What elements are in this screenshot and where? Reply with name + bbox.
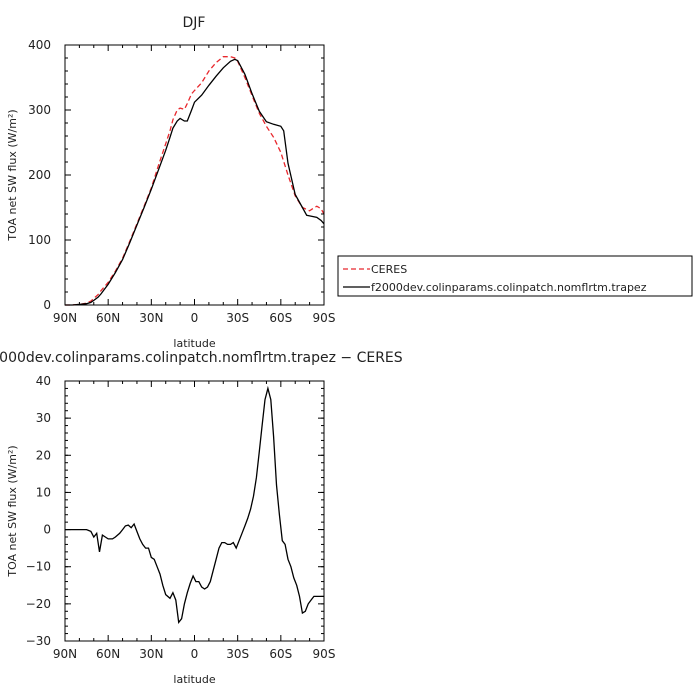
x-tick-label: 60N — [96, 647, 120, 661]
x-tick-label: 0 — [191, 311, 199, 325]
bottom-panel: f2000dev.colinparams.colinpatch.nomflrtm… — [0, 350, 403, 686]
bottom-panel-series — [65, 385, 324, 625]
x-tick-label: 90S — [313, 311, 336, 325]
series-line-1 — [65, 58, 325, 306]
y-tick-label: 0 — [43, 523, 51, 537]
legend-box — [337, 255, 693, 297]
bottom-panel-ticks: 90N 60N 30N 0 30S 60S 90S −30 −20 −10 0 10 20 30 40 — [26, 374, 336, 661]
series-line-0 — [65, 56, 325, 306]
x-tick-label: 60S — [269, 311, 292, 325]
y-tick-label: −20 — [26, 597, 51, 611]
y-tick-label: 40 — [36, 374, 51, 388]
y-tick-label: 30 — [36, 411, 51, 425]
top-panel-series — [65, 56, 325, 306]
top-panel-xlabel: latitude — [173, 337, 215, 350]
y-tick-label: 10 — [36, 485, 51, 499]
bottom-panel-title: f2000dev.colinparams.colinpatch.nomflrtm… — [0, 350, 403, 366]
y-tick-label: 100 — [28, 233, 51, 247]
x-tick-label: 0 — [191, 647, 199, 661]
x-tick-label: 60S — [269, 647, 292, 661]
y-tick-label: −10 — [26, 560, 51, 574]
y-tick-label: 200 — [28, 168, 51, 182]
top-panel-title: DJF — [183, 15, 206, 31]
x-tick-label: 30S — [226, 311, 249, 325]
legend-label-ceres: CERES — [371, 263, 407, 276]
x-tick-label: 60N — [96, 311, 120, 325]
bottom-panel-ylabel: TOA net SW flux (W/m²) — [6, 445, 19, 577]
series-line-0 — [65, 385, 324, 625]
top-panel-frame — [64, 44, 325, 306]
bottom-panel-frame — [64, 380, 325, 642]
x-tick-label: 30N — [139, 647, 163, 661]
x-tick-label: 90S — [313, 647, 336, 661]
x-tick-label: 30S — [226, 647, 249, 661]
x-tick-label: 90N — [53, 311, 77, 325]
top-panel-ylabel: TOA net SW flux (W/m²) — [6, 109, 19, 241]
x-tick-label: 90N — [53, 647, 77, 661]
y-tick-label: 0 — [43, 298, 51, 312]
bottom-panel-xlabel: latitude — [173, 673, 215, 686]
legend: CERES f2000dev.colinparams.colinpatch.no… — [337, 255, 693, 297]
x-tick-label: 30N — [139, 311, 163, 325]
y-tick-label: 300 — [28, 103, 51, 117]
top-panel-ticks: 90N 60N 30N 0 30S 60S 90S 0 100 200 300 400 — [28, 38, 335, 325]
y-tick-label: −30 — [26, 634, 51, 648]
y-tick-label: 20 — [36, 448, 51, 462]
legend-label-model: f2000dev.colinparams.colinpatch.nomflrtm… — [371, 281, 647, 294]
top-panel: DJF 90N 60N 30N 0 30S 60S 90S 0 100 200 300 400 lat… — [6, 15, 335, 350]
y-tick-label: 400 — [28, 38, 51, 52]
